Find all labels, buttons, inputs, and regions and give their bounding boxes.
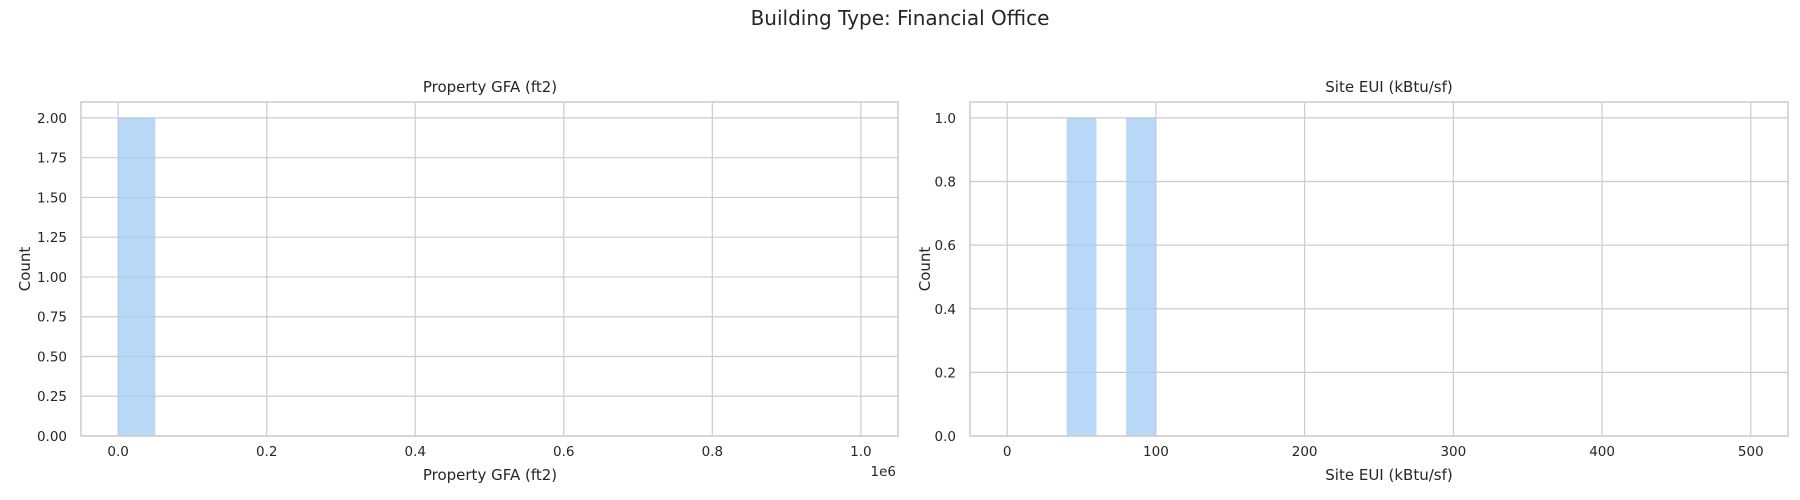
y-tick-label: 1.25 [37, 230, 67, 246]
histogram-bar [1126, 117, 1156, 437]
y-tick-label: 1.00 [37, 270, 67, 286]
x-tick-label: 0.8 [702, 444, 723, 460]
y-tick-label: 0.6 [935, 238, 956, 254]
x-tick-label: 500 [1738, 444, 1764, 460]
y-tick-label: 1.50 [37, 190, 67, 206]
x-tick-label: 400 [1589, 444, 1615, 460]
y-tick-label: 0.2 [935, 365, 956, 381]
bars [1066, 117, 1156, 437]
y-axis-label: Count [16, 247, 34, 292]
histogram-site-eui: Site EUI (kBtu/sf) Site EUI (kBtu/sf) Co… [916, 78, 1789, 484]
x-tick-label: 300 [1440, 444, 1466, 460]
histogram-property-gfa: Property GFA (ft2) Property GFA (ft2) Co… [16, 78, 899, 484]
x-axis-label: Property GFA (ft2) [423, 466, 557, 484]
x-tick-label: 0.2 [256, 444, 277, 460]
y-tick-label: 1.0 [935, 111, 956, 127]
x-tick-label: 0.0 [107, 444, 128, 460]
histogram-bar [118, 117, 156, 437]
y-tick-label: 0.8 [935, 175, 956, 191]
y-tick-label: 0.0 [935, 429, 956, 445]
bars [118, 117, 156, 437]
x-tick-label: 200 [1292, 444, 1318, 460]
histogram-bar [1066, 117, 1097, 437]
y-tick-label: 1.75 [37, 151, 67, 167]
x-tick-label: 100 [1143, 444, 1169, 460]
x-axis-label: Site EUI (kBtu/sf) [1325, 466, 1452, 484]
panel-title: Property GFA (ft2) [423, 78, 557, 96]
y-tick-label: 0.00 [37, 429, 67, 445]
figure-title: Building Type: Financial Office [751, 6, 1050, 30]
plot-frame [80, 101, 899, 437]
x-tick-label: 0.6 [553, 444, 574, 460]
y-tick-label: 0.50 [37, 349, 67, 365]
panel-title: Site EUI (kBtu/sf) [1325, 78, 1452, 96]
y-tick-label: 0.25 [37, 389, 67, 405]
x-tick-label: 1.0 [850, 444, 871, 460]
y-tick-label: 2.00 [37, 111, 67, 127]
plot-frame [969, 101, 1789, 437]
x-tick-label: 0 [1003, 444, 1012, 460]
tick-labels: 0.0 0.2 0.4 0.6 0.8 1.0 0.00 0.25 0.50 0.75 1.00 1.… [37, 111, 872, 460]
y-axis-label: Count [916, 247, 934, 292]
x-tick-label: 0.4 [404, 444, 425, 460]
x-axis-offset-label: 1e6 [871, 464, 896, 480]
tick-labels: 0 100 200 300 400 500 0.0 0.2 0.4 0.6 0.8 1.0 [935, 111, 1764, 460]
y-tick-label: 0.75 [37, 310, 67, 326]
grid-lines [81, 102, 898, 437]
y-tick-label: 0.4 [935, 302, 956, 318]
